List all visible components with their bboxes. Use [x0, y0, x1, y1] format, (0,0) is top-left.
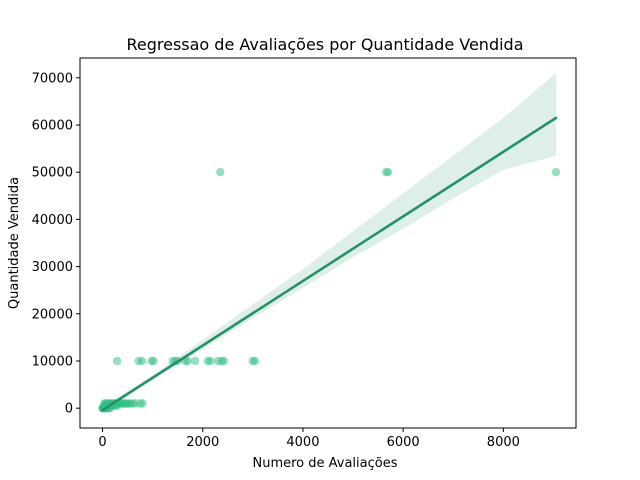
y-axis-ticks: 0 10000 20000 30000 40000 50000 60000 70000 — [32, 71, 80, 417]
y-tick-label: 70000 — [32, 71, 73, 86]
regression-line — [101, 116, 558, 412]
scatter-point — [383, 168, 393, 177]
x-tick-label: 4000 — [286, 435, 319, 450]
y-tick-label: 60000 — [32, 119, 73, 134]
y-tick-label: 50000 — [32, 166, 73, 181]
y-tick-label: 0 — [65, 402, 73, 417]
scatter-point — [219, 356, 228, 366]
x-axis-ticks: 0 2000 4000 6000 8000 — [98, 428, 520, 450]
y-tick-label: 30000 — [32, 260, 73, 275]
confidence-band-layer — [102, 73, 556, 413]
scatter-point — [137, 356, 147, 366]
x-tick-label: 2000 — [186, 435, 219, 450]
scatter-point — [250, 356, 260, 366]
confidence-band — [102, 73, 556, 413]
chart-title: Regressao de Avaliações por Quantidade V… — [126, 35, 523, 54]
scatter-point — [206, 356, 215, 366]
x-tick-label: 0 — [98, 435, 106, 450]
scatter-points-layer — [98, 168, 561, 413]
x-tick-label: 6000 — [387, 435, 420, 450]
scatter-point — [149, 356, 158, 366]
plot-frame — [79, 57, 577, 429]
y-tick-label: 10000 — [32, 354, 73, 369]
x-tick-label: 8000 — [487, 435, 520, 450]
scatter-point — [216, 168, 225, 177]
scatter-point — [551, 168, 561, 177]
scatter-point — [191, 356, 200, 366]
y-tick-label: 40000 — [32, 213, 73, 228]
y-axis-label: Quantidade Vendida — [7, 177, 22, 309]
scatter-point — [112, 356, 122, 366]
x-axis-label: Numero de Avaliações — [252, 456, 397, 471]
y-tick-label: 20000 — [32, 307, 73, 322]
scatter-point — [183, 356, 192, 366]
scatter-point — [138, 399, 147, 408]
regression-line-layer — [101, 116, 558, 412]
